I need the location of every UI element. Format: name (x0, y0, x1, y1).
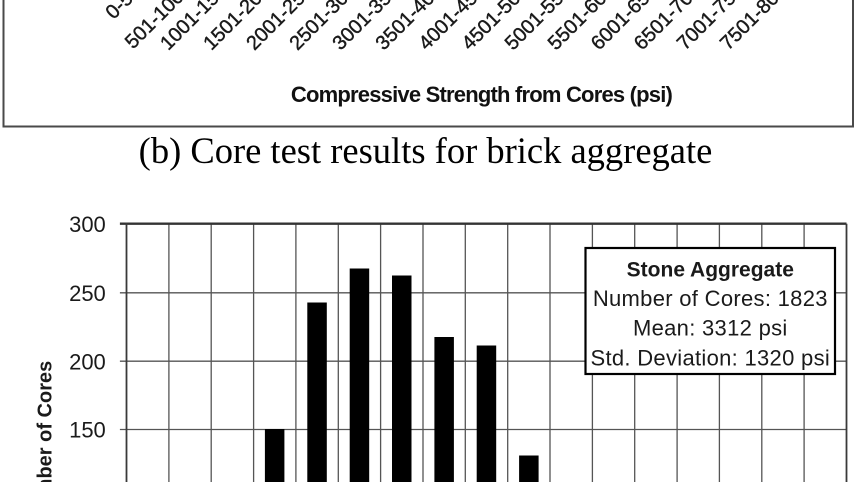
svg-text:Std. Deviation: 1320 psi: Std. Deviation: 1320 psi (591, 345, 831, 370)
svg-text:(b) Core test results for bric: (b) Core test results for brick aggregat… (139, 130, 713, 171)
svg-text:Number of Cores: 1823: Number of Cores: 1823 (593, 286, 828, 311)
svg-text:Mean: 3312 psi: Mean: 3312 psi (633, 316, 788, 341)
svg-text:Stone Aggregate: Stone Aggregate (627, 259, 794, 282)
svg-text:150: 150 (69, 418, 106, 443)
svg-text:250: 250 (69, 281, 106, 306)
svg-text:200: 200 (69, 349, 106, 374)
svg-text:Compressive Strength from Core: Compressive Strength from Cores (psi) (291, 82, 673, 107)
svg-text:Number of Cores: Number of Cores (35, 361, 57, 482)
svg-text:300: 300 (69, 212, 106, 237)
